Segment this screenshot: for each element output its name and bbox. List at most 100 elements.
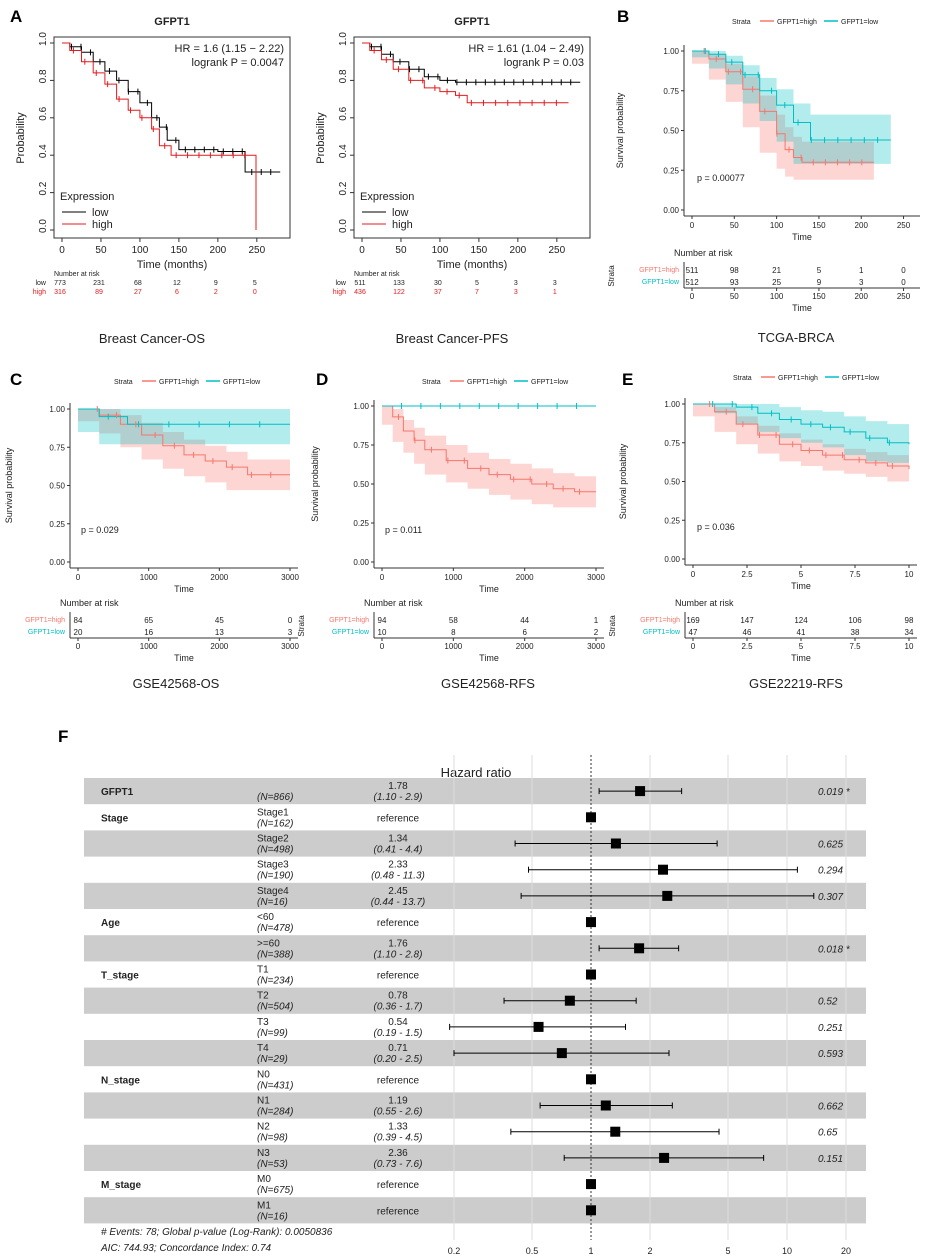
risk-value-high: 3 xyxy=(514,289,518,296)
forest-level: N2 xyxy=(257,1122,270,1133)
forest-n: (N=478) xyxy=(257,923,293,934)
risk-value-low: 133 xyxy=(393,280,405,287)
x-tick-label: 2000 xyxy=(210,573,228,582)
risk-value-high: 2 xyxy=(214,289,218,296)
risk-value-high: 511 xyxy=(686,266,699,275)
forest-n: (N=190) xyxy=(257,871,293,882)
hr-point xyxy=(610,1126,621,1137)
forest-n: (N=53) xyxy=(257,1159,288,1170)
legend-low: GFPT1=low xyxy=(841,19,879,26)
risk-x-tick-label: 5 xyxy=(799,642,804,651)
risk-table-title: Number at risk xyxy=(674,248,733,258)
forest-pvalue: 0.65 xyxy=(818,1128,838,1139)
logrank-text: logrank P = 0.0047 xyxy=(192,57,284,69)
panel-d: Strata GFPT1=high GFPT1=low 0.00 0.25 0.50 0.7… xyxy=(297,379,605,691)
legend-title: Expression xyxy=(360,191,414,203)
forest-n: (N=234) xyxy=(257,976,293,987)
x-tick-label: 100 xyxy=(132,245,149,256)
panel-f: Hazard ratio GFPT1 (N=866) 1.78(1.10 - 2.9)… xyxy=(84,755,866,1256)
forest-level: Stage1 xyxy=(257,807,289,818)
forest-hr: 1.78 xyxy=(388,781,408,792)
panel-caption: GSE22219-RFS xyxy=(749,676,843,691)
forest-hr: 0.54 xyxy=(388,1017,408,1028)
risk-x-tick-label: 1000 xyxy=(444,642,462,651)
hr-text: HR = 1.6 (1.15 − 2.22) xyxy=(175,43,284,55)
y-axis-label: Survival probability xyxy=(618,443,628,519)
risk-x-tick-label: 2000 xyxy=(516,642,534,651)
forest-level: T3 xyxy=(257,1017,269,1028)
y-tick-label: 0.50 xyxy=(353,480,369,489)
x-tick-label: 250 xyxy=(897,221,911,230)
forest-x-tick-label: 0.2 xyxy=(448,1246,461,1256)
risk-value-high: 21 xyxy=(772,266,781,275)
risk-value-high: 1 xyxy=(859,266,864,275)
y-tick-label: 0.75 xyxy=(353,441,369,450)
forest-hr: 2.36 xyxy=(388,1148,408,1159)
forest-ci: (0.73 - 7.6) xyxy=(374,1159,423,1170)
forest-pvalue: 0.294 xyxy=(818,866,843,877)
risk-value-high: 37 xyxy=(434,289,442,296)
hr-point xyxy=(533,1021,544,1032)
y-tick-label: 0.8 xyxy=(38,69,49,83)
y-axis-label: Survival probability xyxy=(615,92,625,168)
forest-row: N_stage N0(N=431) reference xyxy=(101,1069,420,1091)
legend-high: GFPT1=high xyxy=(778,375,818,382)
km-line-high xyxy=(693,403,910,470)
y-tick-label: 0.00 xyxy=(663,206,679,215)
panel-letter-e: E xyxy=(622,370,633,389)
x-axis-label: Time (months) xyxy=(137,259,208,271)
risk-row-label-high: GFPT1=high xyxy=(639,267,679,274)
forest-hr: reference xyxy=(377,1206,420,1217)
row-band xyxy=(84,987,866,1014)
forest-hr: 0.71 xyxy=(388,1043,408,1054)
risk-value-high: 84 xyxy=(74,616,83,625)
hr-point xyxy=(585,969,596,980)
risk-value-high: 1 xyxy=(594,616,599,625)
x-tick-label: 200 xyxy=(210,245,227,256)
risk-value-low: 93 xyxy=(730,278,739,287)
forest-n: (N=388) xyxy=(257,949,293,960)
forest-pvalue: 0.662 xyxy=(818,1102,843,1113)
risk-value-low: 25 xyxy=(772,278,781,287)
forest-pvalue: 0.625 xyxy=(818,840,843,851)
ci-band-low xyxy=(693,404,909,463)
x-axis-label: Time xyxy=(791,581,811,591)
risk-value-low: 9 xyxy=(214,280,218,287)
x-tick-label: 2000 xyxy=(516,573,534,582)
forest-row: Stage Stage1(N=162) reference xyxy=(101,807,420,829)
y-tick-label: 0.8 xyxy=(338,69,349,83)
forest-level: T4 xyxy=(257,1043,269,1054)
x-tick-label: 10 xyxy=(905,570,914,579)
forest-row: T2(N=504) 0.78(0.36 - 1.7) 0.52 xyxy=(84,987,866,1014)
risk-strata-axis-label: Strata xyxy=(608,615,617,637)
risk-value-low: 5 xyxy=(253,280,257,287)
risk-value-high: 44 xyxy=(520,616,529,625)
y-tick-label: 0.0 xyxy=(338,219,349,233)
risk-value-low: 3 xyxy=(514,280,518,287)
forest-level: Stage2 xyxy=(257,834,289,845)
risk-value-low: 16 xyxy=(144,628,153,637)
risk-value-low: 30 xyxy=(434,280,442,287)
x-tick-label: 100 xyxy=(770,221,784,230)
risk-x-tick-label: 0 xyxy=(380,642,385,651)
risk-row-label-low: low xyxy=(335,280,346,287)
panel-caption: GSE42568-OS xyxy=(133,676,220,691)
forest-pvalue: 0.251 xyxy=(818,1023,843,1034)
forest-hr: reference xyxy=(377,971,420,982)
x-tick-label: 150 xyxy=(812,221,826,230)
risk-value-low: 9 xyxy=(817,278,822,287)
x-tick-label: 0 xyxy=(76,573,81,582)
x-tick-label: 2.5 xyxy=(741,570,753,579)
risk-value-high: 316 xyxy=(54,289,66,296)
plot-frame xyxy=(53,36,291,239)
forest-level: T2 xyxy=(257,991,269,1002)
hr-point xyxy=(610,838,621,849)
risk-header: Number at risk xyxy=(354,271,400,278)
risk-x-tick-label: 10 xyxy=(905,642,914,651)
risk-row-label-low: GFPT1=low xyxy=(642,279,680,286)
forest-row: N2(N=98) 1.33(0.39 - 4.5) 0.65 xyxy=(257,1122,838,1144)
risk-value-low: 3 xyxy=(288,628,293,637)
forest-level: M0 xyxy=(257,1174,271,1185)
forest-level: Stage3 xyxy=(257,860,289,871)
legend-high: GFPT1=high xyxy=(777,19,817,26)
